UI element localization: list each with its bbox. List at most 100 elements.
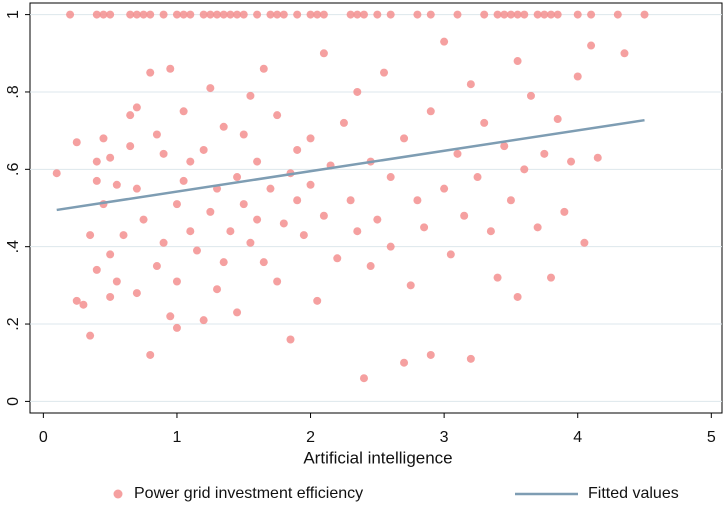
- scatter-point: [106, 10, 115, 19]
- scatter-point: [506, 10, 515, 19]
- y-tick-label: .8: [5, 85, 22, 98]
- scatter-point: [500, 142, 509, 151]
- scatter-point: [540, 10, 549, 19]
- scatter-point: [186, 227, 195, 236]
- x-tick-label: 4: [573, 429, 582, 446]
- plot-frame: [29, 2, 723, 414]
- scatter-point: [620, 49, 629, 58]
- scatter-point: [253, 10, 262, 19]
- x-axis-label: Artificial intelligence: [303, 448, 452, 467]
- scatter-point: [253, 215, 262, 224]
- scatter-point: [386, 242, 395, 251]
- scatter-point: [286, 335, 295, 344]
- scatter-point: [233, 10, 242, 19]
- fitted-line: [56, 118, 645, 212]
- y-tick-label: 1: [5, 10, 22, 19]
- scatter-point: [406, 281, 415, 290]
- scatter-point: [246, 238, 255, 247]
- scatter-point: [306, 10, 315, 19]
- scatter-point: [152, 262, 161, 271]
- scatter-point: [152, 130, 161, 139]
- scatter-point: [273, 277, 282, 286]
- scatter-point: [587, 41, 596, 50]
- scatter-point: [533, 10, 542, 19]
- x-tick-label: 1: [172, 429, 181, 446]
- scatter-point: [106, 153, 115, 162]
- legend-key: [113, 489, 123, 499]
- scatter-point: [359, 374, 368, 383]
- scatter-point: [466, 354, 475, 363]
- scatter-point: [206, 207, 215, 216]
- scatter-point: [526, 91, 535, 100]
- scatter-point: [413, 196, 422, 205]
- scatter-point: [567, 157, 576, 166]
- scatter-point: [313, 10, 322, 19]
- scatter-point: [373, 215, 382, 224]
- scatter-point: [172, 277, 181, 286]
- scatter-point: [319, 211, 328, 220]
- x-tick-label: 2: [306, 429, 315, 446]
- scatter-point: [319, 10, 328, 19]
- scatter-point: [219, 122, 228, 131]
- scatter-point: [500, 10, 509, 19]
- scatter-point: [159, 238, 168, 247]
- scatter-point: [293, 10, 302, 19]
- y-tick-label: .4: [5, 240, 22, 253]
- scatter-point: [213, 285, 222, 294]
- scatter-point: [520, 10, 529, 19]
- scatter-point: [560, 207, 569, 216]
- scatter-point: [640, 10, 649, 19]
- scatter-point: [493, 10, 502, 19]
- scatter-point: [106, 250, 115, 259]
- scatter-point: [112, 277, 121, 286]
- scatter-point: [79, 300, 88, 309]
- scatter-point: [132, 103, 141, 112]
- scatter-point: [186, 10, 195, 19]
- scatter-point: [366, 262, 375, 271]
- scatter-point: [313, 296, 322, 305]
- scatter-point: [553, 10, 562, 19]
- legend-label: Fitted values: [588, 485, 679, 502]
- scatter-point: [279, 10, 288, 19]
- scatter-point: [486, 227, 495, 236]
- scatter-point: [253, 157, 262, 166]
- scatter-point: [613, 10, 622, 19]
- scatter-point: [213, 10, 222, 19]
- scatter-point: [293, 196, 302, 205]
- scatter-point: [426, 10, 435, 19]
- scatter-point: [146, 68, 155, 77]
- scatter-point: [179, 10, 188, 19]
- scatter-point: [52, 169, 61, 178]
- scatter-point: [119, 231, 128, 240]
- scatter-point: [513, 10, 522, 19]
- scatter-point: [480, 118, 489, 127]
- scatter-point: [139, 215, 148, 224]
- scatter-point: [146, 10, 155, 19]
- scatter-point: [426, 350, 435, 359]
- y-tick-label: .2: [5, 317, 22, 330]
- scatter-point: [460, 211, 469, 220]
- scatter-point: [446, 250, 455, 259]
- scatter-point: [266, 184, 275, 193]
- x-tick-label: 5: [707, 429, 716, 446]
- scatter-point: [353, 227, 362, 236]
- scatter-point: [373, 10, 382, 19]
- scatter-point: [259, 258, 268, 267]
- scatter-point: [547, 273, 556, 282]
- scatter-point: [233, 308, 242, 317]
- scatter-point: [226, 227, 235, 236]
- scatter-point: [166, 64, 175, 73]
- scatter-point: [453, 10, 462, 19]
- scatter-point: [346, 10, 355, 19]
- scatter-point: [346, 196, 355, 205]
- scatter-point: [573, 72, 582, 81]
- scatter-point: [206, 84, 215, 93]
- scatter-point: [132, 10, 141, 19]
- scatter-point: [480, 10, 489, 19]
- scatter-point: [126, 142, 135, 151]
- scatter-point: [293, 145, 302, 154]
- scatter-point: [66, 10, 75, 19]
- scatter-point: [306, 134, 315, 143]
- scatter-point: [92, 265, 101, 274]
